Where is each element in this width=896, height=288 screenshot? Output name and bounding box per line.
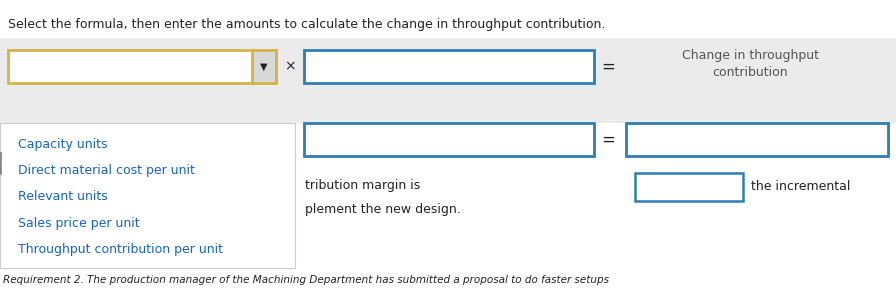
- Text: tribution margin is: tribution margin is: [305, 179, 420, 192]
- Bar: [0, 123, 295, 268]
- Text: Select the formula, then enter the amounts to calculate the change in throughput: Select the formula, then enter the amoun…: [8, 18, 606, 31]
- Text: plement the new design.: plement the new design.: [305, 204, 461, 217]
- Bar: [8, 50, 276, 83]
- Text: Change in throughput: Change in throughput: [682, 48, 819, 62]
- Text: Requirement 2. The production manager of the Machining Department has submitted : Requirement 2. The production manager of…: [3, 275, 609, 285]
- Text: =: =: [601, 58, 615, 75]
- Text: Direct material cost per unit: Direct material cost per unit: [18, 164, 194, 177]
- Text: Relevant units: Relevant units: [18, 190, 108, 203]
- Bar: [626, 123, 888, 156]
- Bar: [304, 50, 594, 83]
- Text: ×: ×: [284, 60, 296, 73]
- Text: Capacity units: Capacity units: [18, 138, 108, 151]
- Bar: [635, 173, 743, 201]
- Bar: [304, 123, 594, 156]
- Bar: [0, 38, 896, 123]
- Text: =: =: [601, 130, 615, 149]
- Text: Sales price per unit: Sales price per unit: [18, 217, 140, 230]
- Bar: [252, 50, 276, 83]
- Text: contribution: contribution: [712, 65, 788, 79]
- Text: ▼: ▼: [260, 62, 268, 71]
- Text: the incremental: the incremental: [751, 181, 850, 194]
- Text: Throughput contribution per unit: Throughput contribution per unit: [18, 243, 223, 256]
